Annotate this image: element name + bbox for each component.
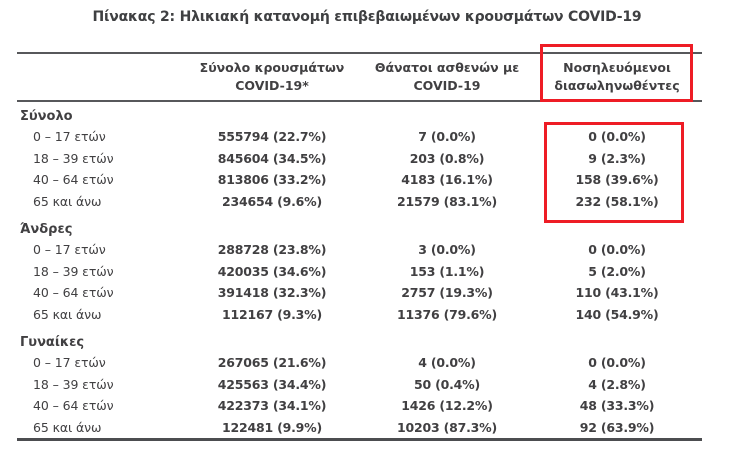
table-header-row: Σύνολο κρουσμάτων COVID-19* Θάνατοι ασθε… [17, 54, 702, 102]
deaths-value: 7 (0.0%) [418, 129, 476, 145]
intubated-value: 232 (58.1%) [575, 193, 659, 209]
column-header-line: Θάνατοι ασθενών με [374, 60, 520, 75]
table-row: 18 – 39 ετών 420035 (34.6%) 153 (1.1%) 5… [17, 261, 702, 283]
age-range-label: 18 – 39 ετών [33, 376, 114, 392]
cases-value: 112167 (9.3%) [221, 306, 323, 322]
group-label: Σύνολο [20, 109, 73, 124]
table-row: 65 και άνω 122481 (9.9%) 10203 (87.3%) 9… [17, 417, 702, 439]
deaths-value: 10203 (87.3%) [396, 419, 498, 435]
column-header-line: διασωληνωθέντες [554, 78, 680, 93]
cases-value: 555794 (22.7%) [217, 129, 327, 145]
table-row: 40 – 64 ετών 422373 (34.1%) 1426 (12.2%)… [17, 395, 702, 417]
cases-value: 813806 (33.2%) [217, 172, 327, 188]
group-header-row-total: Σύνολο [17, 102, 702, 126]
cases-value: 420035 (34.6%) [217, 263, 327, 279]
age-range-label: 40 – 64 ετών [33, 285, 114, 301]
table-title: Πίνακας 2: Ηλικιακή κατανομή επιβεβαιωμέ… [92, 9, 642, 25]
table-row: 65 και άνω 112167 (9.3%) 11376 (79.6%) 1… [17, 304, 702, 326]
deaths-value: 2757 (19.3%) [401, 285, 493, 301]
intubated-value: 5 (2.0%) [588, 263, 646, 279]
intubated-value: 110 (43.1%) [575, 285, 659, 301]
deaths-value: 11376 (79.6%) [396, 306, 498, 322]
deaths-value: 50 (0.4%) [413, 376, 481, 392]
intubated-value: 92 (63.9%) [579, 419, 655, 435]
table-row: 18 – 39 ετών 845604 (34.5%) 203 (0.8%) 9… [17, 148, 702, 170]
deaths-value: 153 (1.1%) [409, 263, 485, 279]
intubated-value: 9 (2.3%) [588, 150, 646, 166]
table-row: 0 – 17 ετών 267065 (21.6%) 4 (0.0%) 0 (0… [17, 352, 702, 374]
age-range-label: 65 και άνω [33, 193, 102, 209]
highlight-box-intubated-total-values [544, 122, 684, 223]
highlight-box-intubated-header [540, 44, 693, 102]
intubated-value: 0 (0.0%) [588, 355, 646, 371]
group-header-row-women: Γυναίκες [17, 325, 702, 352]
deaths-value: 21579 (83.1%) [396, 193, 498, 209]
intubated-value: 0 (0.0%) [588, 129, 646, 145]
age-range-label: 18 – 39 ετών [33, 263, 114, 279]
age-range-label: 18 – 39 ετών [33, 150, 114, 166]
cases-value: 845604 (34.5%) [217, 150, 327, 166]
table-row: 0 – 17 ετών 288728 (23.8%) 3 (0.0%) 0 (0… [17, 239, 702, 261]
cases-value: 425563 (34.4%) [217, 376, 327, 392]
table-row: 40 – 64 ετών 391418 (32.3%) 2757 (19.3%)… [17, 282, 702, 304]
covid-age-distribution-table: Σύνολο κρουσμάτων COVID-19* Θάνατοι ασθε… [17, 52, 702, 441]
table-row: 0 – 17 ετών 555794 (22.7%) 7 (0.0%) 0 (0… [17, 126, 702, 148]
cases-value: 122481 (9.9%) [221, 419, 323, 435]
column-header-deaths: Θάνατοι ασθενών με COVID-19 [362, 59, 532, 95]
intubated-value: 0 (0.0%) [588, 242, 646, 258]
group-header-row-men: Άνδρες [17, 212, 702, 239]
deaths-value: 3 (0.0%) [418, 242, 476, 258]
deaths-value: 4 (0.0%) [418, 355, 476, 371]
group-label: Άνδρες [20, 222, 73, 237]
column-header-line: COVID-19 [413, 78, 481, 93]
intubated-value: 48 (33.3%) [579, 398, 655, 414]
age-range-label: 40 – 64 ετών [33, 398, 114, 414]
intubated-value: 140 (54.9%) [575, 306, 659, 322]
table-row: 18 – 39 ετών 425563 (34.4%) 50 (0.4%) 4 … [17, 374, 702, 396]
intubated-value: 4 (2.8%) [588, 376, 646, 392]
deaths-value: 203 (0.8%) [409, 150, 485, 166]
age-range-label: 0 – 17 ετών [33, 129, 106, 145]
cases-value: 288728 (23.8%) [217, 242, 327, 258]
deaths-value: 1426 (12.2%) [401, 398, 493, 414]
deaths-value: 4183 (16.1%) [401, 172, 493, 188]
cases-value: 234654 (9.6%) [221, 193, 323, 209]
intubated-value: 158 (39.6%) [575, 172, 659, 188]
cases-value: 391418 (32.3%) [217, 285, 327, 301]
age-range-label: 0 – 17 ετών [33, 355, 106, 371]
age-range-label: 65 και άνω [33, 419, 102, 435]
column-header-line: Νοσηλευόμενοι [563, 60, 671, 75]
column-header-total-cases: Σύνολο κρουσμάτων COVID-19* [182, 59, 362, 95]
column-header-line: COVID-19* [235, 78, 309, 93]
age-range-label: 40 – 64 ετών [33, 172, 114, 188]
age-range-label: 0 – 17 ετών [33, 242, 106, 258]
column-header-intubated: Νοσηλευόμενοι διασωληνωθέντες [532, 59, 702, 95]
cases-value: 422373 (34.1%) [217, 398, 327, 414]
table-row: 65 και άνω 234654 (9.6%) 21579 (83.1%) 2… [17, 191, 702, 213]
column-header-line: Σύνολο κρουσμάτων [199, 60, 345, 75]
table-row: 40 – 64 ετών 813806 (33.2%) 4183 (16.1%)… [17, 169, 702, 191]
cases-value: 267065 (21.6%) [217, 355, 327, 371]
group-label: Γυναίκες [20, 335, 85, 350]
age-range-label: 65 και άνω [33, 306, 102, 322]
